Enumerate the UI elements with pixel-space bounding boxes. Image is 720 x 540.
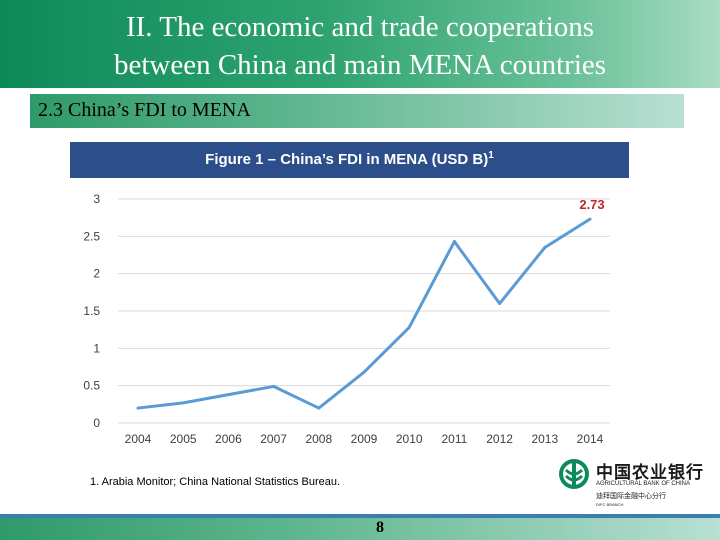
- x-tick-label: 2009: [351, 432, 378, 446]
- y-tick-label: 1.5: [83, 304, 100, 318]
- x-tick-label: 2008: [305, 432, 332, 446]
- footer-banner: [0, 514, 720, 540]
- x-tick-label: 2010: [396, 432, 423, 446]
- data-point: [181, 401, 185, 405]
- x-tick-label: 2014: [577, 432, 604, 446]
- data-label-2014: 2.73: [579, 197, 604, 212]
- data-point: [317, 406, 321, 410]
- branch-name-en: DIFC BRANCH: [596, 502, 624, 507]
- section-banner: 2.3 China’s FDI to MENA: [30, 94, 684, 128]
- data-point: [136, 406, 140, 410]
- x-tick-label: 2004: [125, 432, 152, 446]
- x-tick-label: 2012: [486, 432, 513, 446]
- abc-emblem-icon: [559, 459, 589, 489]
- x-tick-label: 2011: [441, 432, 467, 446]
- x-tick-label: 2013: [531, 432, 558, 446]
- section-title: 2.3 China’s FDI to MENA: [38, 99, 251, 121]
- data-point: [226, 393, 230, 397]
- y-tick-label: 2: [93, 267, 100, 281]
- slide-title-line-2: between China and main MENA countries: [113, 49, 607, 81]
- data-point: [452, 240, 456, 244]
- title-banner: [0, 0, 720, 88]
- data-point: [362, 370, 366, 374]
- data-point: [407, 325, 411, 329]
- branch-name-cn: 迪拜国际金融中心分行: [596, 492, 666, 500]
- y-tick-label: 0: [93, 416, 100, 430]
- data-point: [272, 384, 276, 388]
- y-tick-label: 0.5: [83, 379, 100, 393]
- figure-title-footnote-mark: 1: [488, 150, 494, 161]
- page-number: 8: [376, 519, 384, 536]
- data-point: [543, 246, 547, 250]
- x-tick-label: 2007: [260, 432, 287, 446]
- data-point: [588, 217, 592, 221]
- y-tick-label: 3: [93, 192, 100, 206]
- bank-name-en: AGRICULTURAL BANK OF CHINA: [596, 481, 691, 487]
- slide-title: II. The economic and trade cooperations …: [0, 8, 720, 84]
- figure-title-text: Figure 1 – China’s FDI in MENA (USD B): [205, 151, 489, 168]
- data-point: [498, 302, 502, 306]
- bank-name-cn: 中国农业银行: [596, 463, 704, 483]
- x-tick-label: 2005: [170, 432, 197, 446]
- figure-title: Figure 1 – China’s FDI in MENA (USD B)1: [70, 150, 629, 168]
- slide-title-line-1: II. The economic and trade cooperations: [125, 11, 595, 43]
- y-tick-label: 1: [93, 341, 100, 355]
- figure-header: Figure 1 – China’s FDI in MENA (USD B)1: [70, 142, 629, 178]
- series-line: [137, 217, 591, 410]
- fdi-line-chart: 0 0.5 1 1.5 2 2.5 3 2004 2005 2006 2007 2008 2009 201…: [83, 192, 610, 446]
- y-tick-label: 2.5: [83, 229, 100, 243]
- x-tick-label: 2006: [215, 432, 242, 446]
- bank-logo: 中国农业银行 AGRICULTURAL BANK OF CHINA 迪拜国际金融…: [556, 456, 716, 512]
- source-footnote: 1. Arabia Monitor; China National Statis…: [90, 476, 341, 488]
- footer-accent-line: [0, 514, 720, 518]
